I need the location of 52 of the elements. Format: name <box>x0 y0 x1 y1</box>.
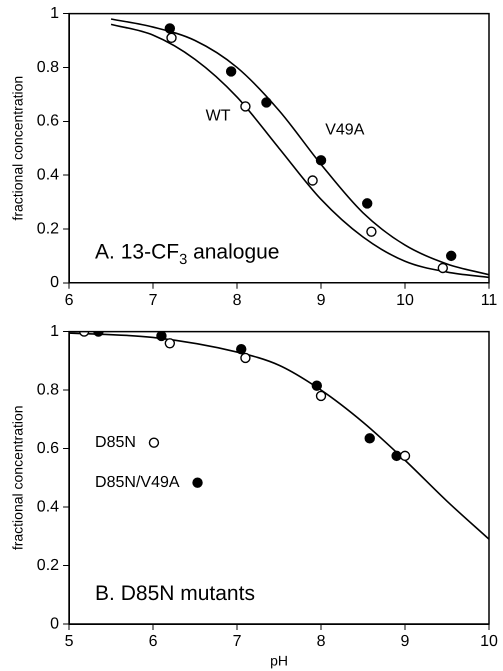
point <box>312 380 322 391</box>
point <box>261 97 272 108</box>
y-axis-title: fractional concentration <box>9 76 26 221</box>
y-tick-label: 0.4 <box>36 166 60 184</box>
y-tick-label: 0.8 <box>36 58 60 76</box>
point <box>240 101 251 112</box>
point <box>164 23 176 34</box>
point <box>316 390 326 402</box>
y-tick-label: 0.4 <box>36 498 60 516</box>
point <box>400 450 410 462</box>
x-tick-label: 11 <box>480 292 498 309</box>
series-label: V49A <box>325 121 365 138</box>
y-axis-title: fractional concentration <box>9 405 26 550</box>
x-tick-label: 10 <box>396 292 414 309</box>
annotation: B. D85N mutants <box>95 582 255 605</box>
x-tick-label: 5 <box>64 633 74 650</box>
point <box>307 175 318 186</box>
point <box>364 433 375 444</box>
point <box>446 250 456 262</box>
x-tick-label: 6 <box>148 633 158 650</box>
x-tick-label: 10 <box>480 633 498 650</box>
point <box>316 155 326 166</box>
point <box>240 352 251 364</box>
point <box>366 226 377 237</box>
series-label: WT <box>206 107 231 124</box>
y-tick-label: 0 <box>50 615 60 632</box>
y-tick-label: 1 <box>50 323 60 340</box>
point <box>391 450 402 462</box>
x-tick-label: 7 <box>232 633 242 650</box>
x-tick-label: 9 <box>316 292 326 309</box>
point <box>166 32 177 44</box>
x-axis-title: pH <box>270 652 288 668</box>
y-tick-label: 0.6 <box>36 112 60 130</box>
point <box>236 344 246 354</box>
x-tick-label: 8 <box>232 292 242 309</box>
legend-label: D85N/V49A <box>95 474 180 492</box>
x-tick-label: 7 <box>148 292 158 309</box>
point <box>156 332 167 342</box>
point <box>438 262 448 274</box>
x-tick-label: 8 <box>316 633 326 650</box>
point <box>226 66 236 77</box>
y-tick-label: 1 <box>50 5 60 22</box>
point <box>164 338 176 348</box>
point <box>362 198 372 209</box>
y-tick-label: 0 <box>50 274 60 292</box>
y-tick-label: 0.8 <box>36 381 60 398</box>
y-tick-label: 0.2 <box>36 556 60 574</box>
y-tick-label: 0.2 <box>36 220 60 238</box>
legend-label: D85N <box>95 434 136 452</box>
y-tick-label: 0.6 <box>36 440 60 457</box>
x-tick-label: 6 <box>64 292 74 309</box>
x-tick-label: 9 <box>400 633 410 650</box>
